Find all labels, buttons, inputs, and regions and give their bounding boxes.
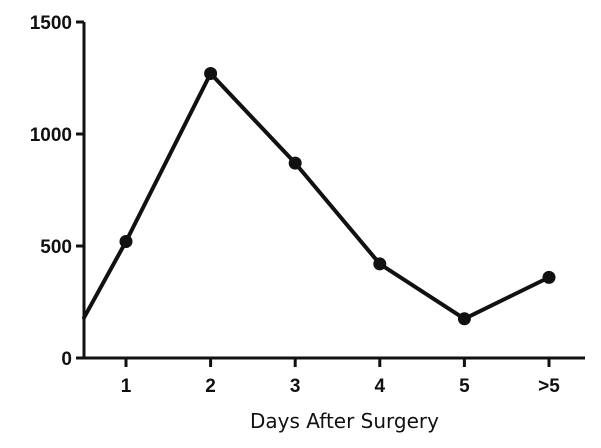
data-point — [288, 156, 302, 170]
y-tick-label: 1500 — [30, 13, 72, 34]
y-tick-label: 0 — [61, 349, 72, 370]
data-point — [542, 270, 556, 284]
data-point — [204, 67, 218, 81]
y-axis-ticks: 0 500 1000 1500 — [30, 13, 84, 370]
x-axis-ticks: 1 2 3 4 5 >5 — [121, 358, 560, 397]
x-axis-title: Days After Surgery — [250, 409, 439, 433]
y-tick-label: 1000 — [30, 125, 72, 146]
x-tick-label: 1 — [121, 376, 132, 397]
x-tick-label: 2 — [205, 376, 216, 397]
data-point — [119, 235, 133, 249]
x-tick-label: 3 — [290, 376, 301, 397]
x-tick-label: 4 — [375, 376, 386, 397]
series-line — [82, 71, 551, 321]
series-layer — [82, 67, 556, 326]
x-tick-label: >5 — [538, 376, 560, 397]
y-tick-label: 500 — [40, 237, 72, 258]
data-point — [373, 257, 387, 271]
data-point — [457, 312, 471, 326]
x-tick-label: 5 — [459, 376, 470, 397]
axes — [82, 22, 585, 360]
